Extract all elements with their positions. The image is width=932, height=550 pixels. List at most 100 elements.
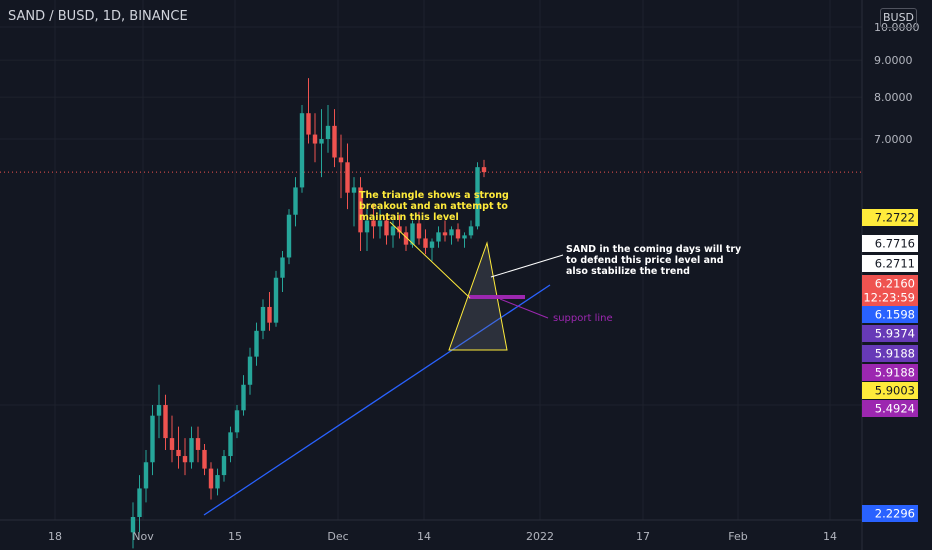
- price-label: 6.2160: [875, 277, 915, 291]
- candle-body: [442, 232, 448, 236]
- candle-body: [410, 223, 415, 245]
- candle-body: [254, 330, 259, 357]
- candle-body: [234, 410, 240, 433]
- candle-body: [462, 235, 467, 239]
- candle-body: [416, 223, 422, 239]
- candle-body: [267, 306, 272, 323]
- price-label: 5.4924: [875, 402, 915, 416]
- candle-body: [130, 516, 136, 533]
- sand-note-line: also stabilize the trend: [566, 266, 690, 277]
- candle-body: [312, 134, 318, 144]
- support-label: support line: [553, 313, 613, 324]
- candle-body: [358, 187, 363, 233]
- candle-body: [169, 438, 175, 450]
- support-pointer: [499, 298, 549, 319]
- price-label: 5.9188: [875, 347, 915, 361]
- candle-body: [332, 125, 337, 158]
- price-label: 6.2711: [875, 257, 915, 271]
- price-label-box: [862, 345, 918, 362]
- x-tick-label: Feb: [728, 530, 747, 543]
- triangle-note-line: breakout and an attempt to: [359, 201, 508, 212]
- x-tick-label: 17: [636, 530, 650, 543]
- price-label-box: [862, 364, 918, 381]
- candle-body: [468, 226, 474, 236]
- candle-body: [377, 220, 383, 227]
- candle-body: [481, 167, 487, 173]
- price-label: 6.7716: [875, 237, 915, 251]
- candle-body: [306, 113, 311, 135]
- candle-body: [403, 232, 409, 245]
- price-label-box: [862, 505, 918, 522]
- triangle-note-line: maintain this level: [359, 212, 459, 223]
- candle-body: [351, 187, 357, 193]
- price-label: 2.2296: [875, 507, 915, 521]
- candle-body: [228, 432, 233, 457]
- candle-body: [182, 456, 188, 463]
- price-label: 5.9374: [875, 327, 915, 341]
- candle-body: [371, 220, 376, 227]
- price-label-box: [862, 235, 918, 252]
- candle-body: [325, 125, 331, 140]
- candle-body: [429, 241, 435, 248]
- candle-body: [338, 157, 344, 163]
- sand-note-pointer: [490, 254, 564, 278]
- candle-body: [273, 277, 279, 323]
- price-label: 6.1598: [875, 308, 915, 322]
- x-tick-label: 2022: [526, 530, 554, 543]
- sand-note-line: SAND in the coming days will try: [566, 244, 742, 255]
- candle-body: [137, 488, 142, 517]
- x-tick-label: Dec: [327, 530, 348, 543]
- y-tick-label: 7.0000: [874, 133, 913, 146]
- price-label: 12:23:59: [863, 291, 915, 305]
- candle-body: [436, 232, 441, 242]
- price-label-box: [862, 400, 918, 417]
- x-tick-label: 18: [48, 530, 62, 543]
- price-label-box: [862, 289, 918, 306]
- candle-body: [384, 220, 389, 236]
- candle-body: [221, 456, 227, 476]
- candle-body: [189, 438, 194, 463]
- candle-body: [345, 162, 350, 193]
- symbol-title[interactable]: SAND / BUSD, 1D, BINANCE: [8, 9, 188, 24]
- triangle-note-pointer: [389, 221, 471, 299]
- candle-body: [293, 187, 298, 215]
- candle-body: [241, 384, 246, 411]
- candle-body: [475, 167, 480, 227]
- candle-body: [143, 462, 149, 489]
- candle-body: [423, 238, 428, 248]
- candle-body: [299, 113, 305, 188]
- price-label: 5.9188: [875, 366, 915, 380]
- y-tick-label: 8.0000: [874, 91, 913, 104]
- candle-body: [215, 475, 220, 489]
- price-label-box: [862, 275, 918, 292]
- candle-body: [208, 468, 214, 489]
- x-tick-label: 15: [228, 530, 242, 543]
- triangle-note-line: The triangle shows a strong: [359, 190, 509, 201]
- support-band: [469, 295, 525, 299]
- candle-body: [202, 449, 207, 469]
- price-label-box: [862, 209, 918, 226]
- y-tick-label: 9.0000: [874, 54, 913, 67]
- price-label: 5.9003: [875, 384, 915, 398]
- candle-body: [390, 226, 396, 236]
- currency-button[interactable]: BUSD: [880, 8, 917, 28]
- x-tick-label: Nov: [132, 530, 154, 543]
- price-label-box: [862, 325, 918, 342]
- trendline: [203, 284, 551, 516]
- candle-body: [156, 405, 162, 416]
- candle-body: [260, 306, 266, 331]
- price-label: 7.2722: [875, 211, 915, 225]
- price-label-box: [862, 382, 918, 399]
- candle-body: [397, 226, 402, 233]
- x-tick-label: 14: [823, 530, 837, 543]
- price-label-box: [862, 255, 918, 272]
- price-label-box: [862, 306, 918, 323]
- candle-body: [364, 220, 370, 233]
- candle-body: [176, 449, 181, 457]
- candle-body: [455, 229, 461, 239]
- candle-body: [286, 214, 292, 258]
- sand-note-line: to defend this price level and: [566, 255, 724, 266]
- candle-body: [163, 405, 168, 439]
